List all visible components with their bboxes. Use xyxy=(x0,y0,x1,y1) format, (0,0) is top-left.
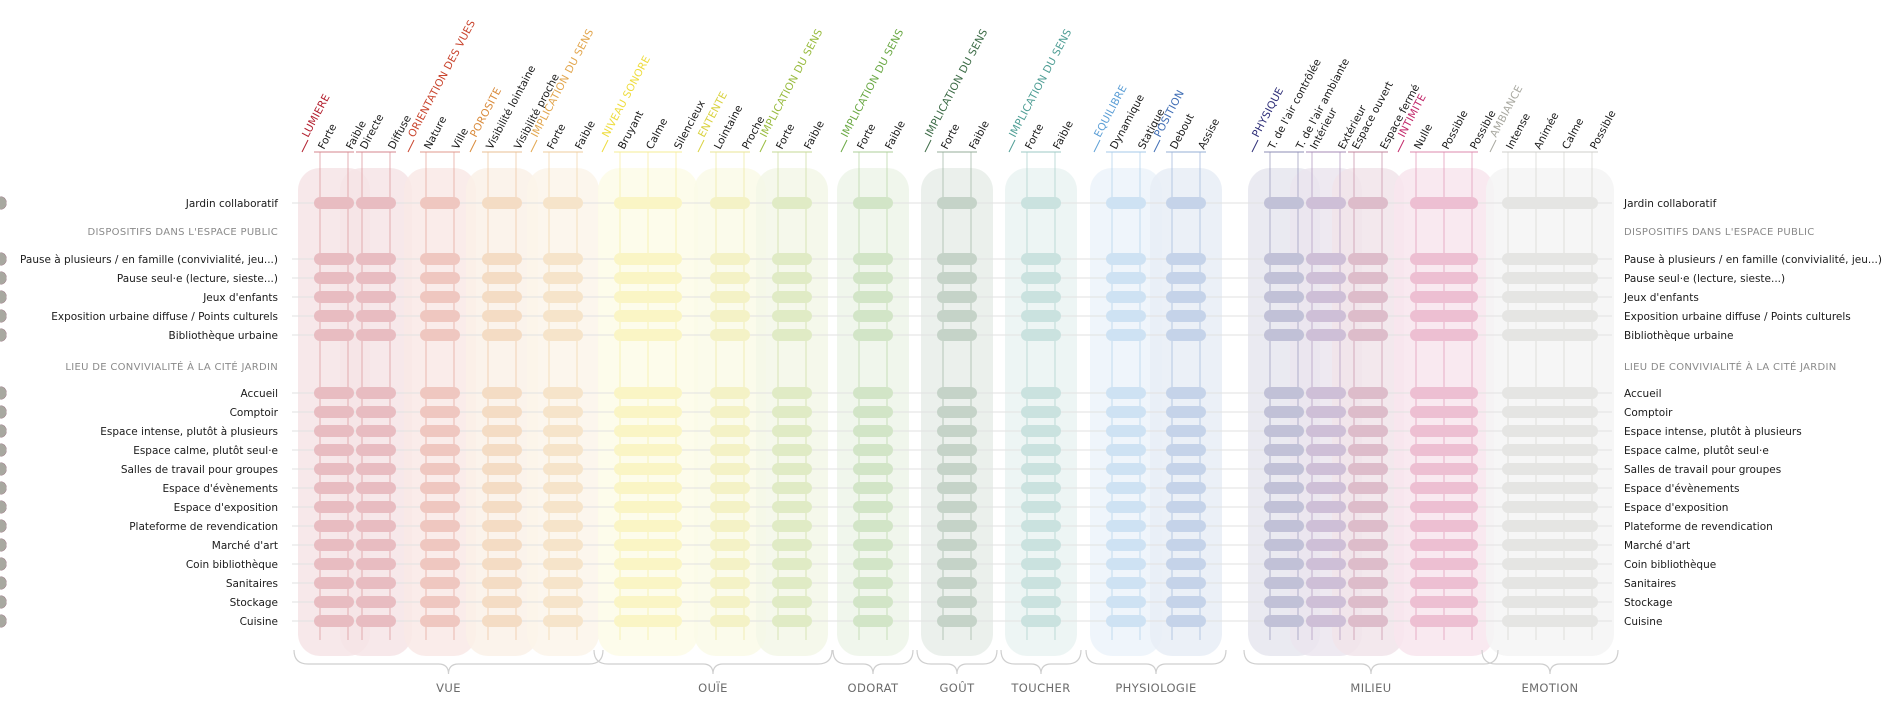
row-label-left: Jeux d'enfants xyxy=(202,292,278,304)
column-label: Ville xyxy=(450,126,471,151)
column-label: Calme xyxy=(1560,116,1586,151)
row-label-right: Sanitaires xyxy=(1624,578,1676,590)
column-label: Forte xyxy=(939,122,962,151)
sense-bracket xyxy=(1000,649,1082,675)
column-label: Faible xyxy=(967,119,992,152)
sense-bracket xyxy=(1481,649,1619,675)
sense-bracket xyxy=(593,649,833,675)
row-label-right: Espace d'exposition xyxy=(1624,502,1728,514)
group-title-tick xyxy=(1093,139,1101,153)
section-label-right: DISPOSITIFS DANS L'ESPACE PUBLIC xyxy=(1624,227,1815,238)
row-label-left: Cuisine xyxy=(240,616,278,628)
group-title-tick xyxy=(301,139,309,153)
row-label-left: Espace d'évènements xyxy=(162,483,278,495)
column-label: Animée xyxy=(1532,111,1561,152)
row-label-right: Stockage xyxy=(1624,597,1672,609)
group-title-tick xyxy=(1251,139,1259,153)
row-label-right: Jeux d'enfants xyxy=(1623,292,1699,304)
section-label-left: DISPOSITIFS DANS L'ESPACE PUBLIC xyxy=(87,227,278,238)
row-label-left: Bibliothèque urbaine xyxy=(169,330,279,342)
row-label-right: Exposition urbaine diffuse / Points cult… xyxy=(1624,311,1851,323)
column-label: Forte xyxy=(545,122,568,151)
sense-label: EMOTION xyxy=(1521,681,1578,695)
group-title-tick xyxy=(1489,139,1497,153)
sense-bracket xyxy=(1085,649,1227,675)
row-label-right: Espace d'évènements xyxy=(1624,483,1740,495)
column-label: Faible xyxy=(883,119,908,152)
row-label-left: Marché d'art xyxy=(212,540,278,552)
column-label: Possible xyxy=(1588,108,1618,151)
sense-bracket xyxy=(916,649,998,675)
group-title-tick xyxy=(469,139,477,153)
column-label: Forte xyxy=(774,122,797,151)
sense-label: VUE xyxy=(436,681,461,695)
group-title-tick xyxy=(840,139,848,153)
sense-bracket xyxy=(293,649,604,675)
row-label-right: Espace calme, plutôt seul·e xyxy=(1624,445,1769,457)
row-label-left: Espace calme, plutôt seul·e xyxy=(133,445,278,457)
section-label-left: LIEU DE CONVIVIALITÉ À LA CITÉ JARDIN xyxy=(65,360,278,373)
sense-label: ODORAT xyxy=(848,681,899,695)
row-label-left: Stockage xyxy=(230,597,278,609)
column-label: Calme xyxy=(644,116,670,151)
marks xyxy=(0,196,1598,628)
row-label-right: Jardin collaboratif xyxy=(1623,198,1717,210)
row-label-right: Espace intense, plutôt à plusieurs xyxy=(1624,426,1802,438)
sense-label: OUÏE xyxy=(698,680,728,695)
group-title-tick xyxy=(407,139,415,153)
row-label-right: Coin bibliothèque xyxy=(1624,559,1716,571)
row-label-right: Plateforme de revendication xyxy=(1624,521,1773,533)
row-label-left: Espace intense, plutôt à plusieurs xyxy=(100,426,278,438)
row-label-right: Pause à plusieurs / en famille (convivia… xyxy=(1624,254,1882,266)
column-label: Faible xyxy=(573,119,598,152)
row-label-left: Espace d'exposition xyxy=(174,502,278,514)
group-title-tick xyxy=(759,139,767,153)
sense-label: GOÛT xyxy=(939,680,975,695)
group-title-tick xyxy=(1397,139,1405,153)
row-label-left: Plateforme de revendication xyxy=(129,521,278,533)
row-label-left: Salles de travail pour groupes xyxy=(121,464,278,476)
group-title-tick xyxy=(530,139,538,153)
column-label: Assise xyxy=(1196,117,1222,152)
sense-label: TOUCHER xyxy=(1010,681,1070,695)
column-label: Faible xyxy=(802,119,827,152)
row-label-left: Pause seul·e (lecture, sieste...) xyxy=(117,273,278,285)
row-label-right: Salles de travail pour groupes xyxy=(1624,464,1781,476)
row-label-left: Pause à plusieurs / en famille (convivia… xyxy=(20,254,278,266)
group-title-tick xyxy=(601,139,609,153)
row-label-left: Sanitaires xyxy=(226,578,278,590)
row-label-right: Pause seul·e (lecture, sieste...) xyxy=(1624,273,1785,285)
section-label-right: LIEU DE CONVIVIALITÉ À LA CITÉ JARDIN xyxy=(1624,360,1837,373)
row-label-right: Comptoir xyxy=(1624,407,1673,419)
sense-label: PHYSIOLOGIE xyxy=(1115,681,1196,695)
group-title-tick xyxy=(924,139,932,153)
row-label-left: Coin bibliothèque xyxy=(186,559,278,571)
row-label-right: Bibliothèque urbaine xyxy=(1624,330,1734,342)
column-label: Forte xyxy=(855,122,878,151)
row-label-right: Marché d'art xyxy=(1624,540,1690,552)
row-label-left: Jardin collaboratif xyxy=(185,198,279,210)
row-label-left: Exposition urbaine diffuse / Points cult… xyxy=(51,311,278,323)
column-label: Forte xyxy=(316,122,339,151)
column-label: Forte xyxy=(1023,122,1046,151)
group-title-tick xyxy=(697,139,705,153)
column-label: Nulle xyxy=(1412,122,1435,151)
group-title-tick xyxy=(1153,139,1161,153)
row-label-right: Accueil xyxy=(1624,388,1662,400)
column-label: Faible xyxy=(1051,119,1076,152)
row-label-right: Cuisine xyxy=(1624,616,1662,628)
group-title-tick xyxy=(1008,139,1016,153)
sense-bracket xyxy=(832,649,914,675)
row-label-left: Accueil xyxy=(241,388,279,400)
row-label-left: Comptoir xyxy=(230,407,279,419)
sense-label: MILIEU xyxy=(1350,681,1391,695)
column-label: Possible xyxy=(1440,108,1470,151)
